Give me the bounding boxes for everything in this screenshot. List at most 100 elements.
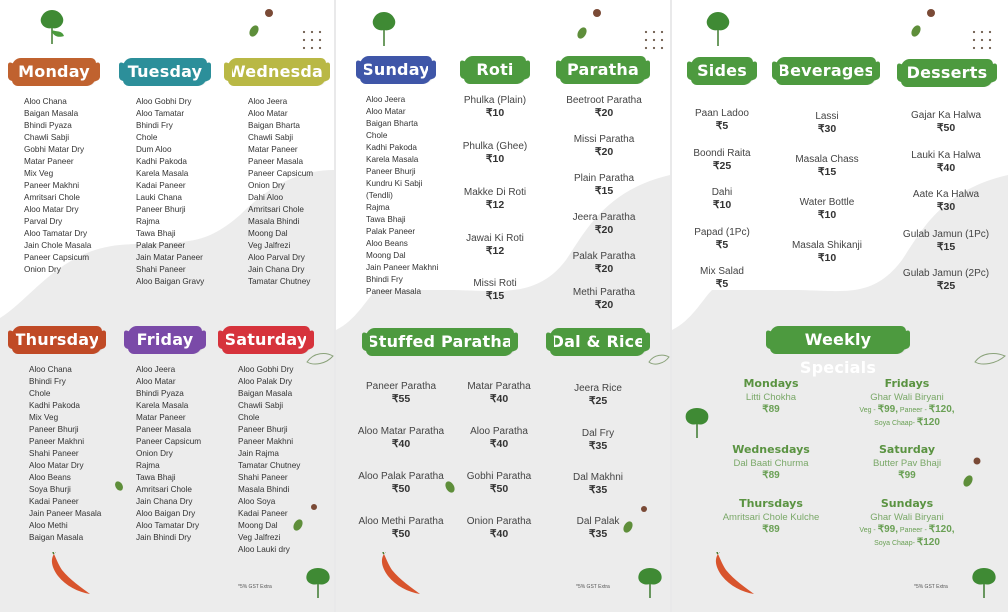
dish-item: Aloo Matar [366,107,406,116]
item-name: Aloo Matar Paratha [357,426,445,437]
menu-panel-weekdays: Monday Tuesday Wednesday Aloo Chana Baig… [0,0,334,612]
menu-item: Boondi Raita ₹25 [672,147,782,173]
section-title-stuffed-paratha: Stuffed Paratha [366,328,514,356]
item-name: Missi Paratha [573,134,635,145]
dish-item: Karela Masala [366,155,419,164]
menu-item: Papad (1Pc) ₹5 [672,226,782,252]
dish-item: Aloo Jeera [136,365,176,374]
dish-item: Shahi Paneer [238,473,288,482]
item-name: Plain Paratha [573,173,635,184]
dish-item: Baigan Masala [238,389,293,398]
item-name: Masala Shikanji [791,240,863,251]
section-title-desserts: Desserts [901,59,993,87]
dish-item: Aloo Tamatar Dry [24,229,88,238]
dish-item: Parval Dry [24,217,63,226]
item-price: ₹10 [712,199,732,211]
item-name: Gulab Jamun (2Pc) [902,268,990,279]
dish-item: Paneer Bhurji [136,205,186,214]
menu-item: Palak Paratha ₹20 [544,250,664,276]
item-price: ₹50 [391,528,411,540]
dish-item: Baigan Bharta [366,119,418,128]
dish-item: Paneer Makhni [238,437,294,446]
item-name: Lauki Ka Halwa [911,150,981,161]
menu-item: Aate Ka Halwa ₹30 [886,188,1006,214]
item-name: Aate Ka Halwa [912,189,980,200]
dish-item: Palak Paneer [136,241,186,250]
dot-grid-icon [970,28,992,50]
special-dish: Butter Pav Bhaji [872,458,942,469]
menu-item: Dal Palak ₹35 [538,515,658,541]
menu-item: Onion Paratha ₹40 [439,515,559,541]
item-price: ₹40 [391,438,411,450]
clove-icon [927,9,935,17]
dish-item: Kadhi Pakoda [136,157,187,166]
menu-item: Aloo Methi Paratha ₹50 [341,515,461,541]
item-price: ₹5 [715,120,729,132]
dish-item: Bhindi Fry [29,377,66,386]
item-price: ₹50 [936,122,956,134]
dish-item: Paneer Bhurji [238,425,288,434]
item-price: ₹12 [485,245,505,257]
veg-price: ₹99, [877,524,898,535]
menu-panel-breads-rice: Sunday Roti Paratha Aloo Jeera Aloo Mata… [336,0,670,612]
item-name: Dahi [711,187,733,198]
item-price: ₹15 [936,241,956,253]
dish-item: Lauki Chana [136,193,182,202]
item-price: ₹20 [594,263,614,275]
item-price: ₹35 [588,528,608,540]
item-name: Matar Paratha [467,381,531,392]
item-price: ₹15 [594,185,614,197]
dish-item: Aloo Beans [29,473,71,482]
gst-note: *5% GST Extra [576,584,610,590]
paneer-price: ₹120, [928,524,955,535]
coriander-leaf-icon [40,10,64,44]
paneer-price: ₹120, [928,404,955,415]
special-day: Saturday [879,443,935,456]
item-name: Missi Roti [473,278,517,289]
dish-item: Tawa Bhaji [136,229,176,238]
dish-item: Masala Bhindi [248,217,300,226]
background-wave [336,175,670,612]
clove-icon [973,457,981,465]
menu-item: Gobhi Paratha ₹50 [439,470,559,496]
item-name: Boondi Raita [693,148,751,159]
item-price: ₹25 [712,160,732,172]
dish-item: Tawa Bhaji [366,215,406,224]
item-name: Jeera Paratha [572,212,636,223]
item-name: Jeera Rice [574,383,622,394]
dish-item: Moong Dal [238,521,278,530]
bay-leaf-outline-icon [648,354,670,365]
menu-item: Dal Fry ₹35 [538,427,658,453]
dish-item: Rajma [136,461,160,470]
item-price: ₹40 [489,438,509,450]
dish-item: Chawli Sabji [24,133,70,142]
dish-item: Aloo Gobhi Dry [238,365,294,374]
dish-item: Gobhi Matar Dry [24,145,85,154]
special-day: Fridays [884,377,930,390]
item-name: Palak Paratha [572,251,636,262]
dish-item: Kadai Paneer [29,497,79,506]
thursday-dish-list: Aloo Chana Bhindi Fry Chole Kadhi Pakoda… [29,364,101,544]
dish-item: Paneer Capsicum [248,169,314,178]
dish-item: Paneer Masala [248,157,304,166]
dish-item: Aloo Beans [366,239,408,248]
dish-item: Jain Paneer Masala [29,509,102,518]
sunday-dish-list: Aloo Jeera Aloo Matar Baigan Bharta Chol… [366,94,438,298]
dish-item: Dum Aloo [136,145,172,154]
dish-item: Aloo Lauki dry [238,545,290,554]
dish-item: Chole [136,133,158,142]
paneer-label: Paneer - [897,527,929,534]
dish-item: Rajma [366,203,390,212]
dish-item: Matar Paneer [24,157,74,166]
green-cardamom-icon [963,475,973,487]
menu-item: Paneer Paratha ₹55 [341,380,461,406]
section-title-monday: Monday [12,58,96,86]
dish-item: Amritsari Chole [24,193,80,202]
menu-item: Aloo Palak Paratha ₹50 [341,470,461,496]
menu-item: Makke Di Roti ₹12 [435,186,555,212]
dish-item: Paneer Capsicum [136,437,202,446]
menu-item: Mix Salad ₹5 [672,265,782,291]
item-price: ₹50 [391,483,411,495]
gst-note: *5% GST Extra [914,584,948,590]
veg-label: Veg - [859,407,878,414]
